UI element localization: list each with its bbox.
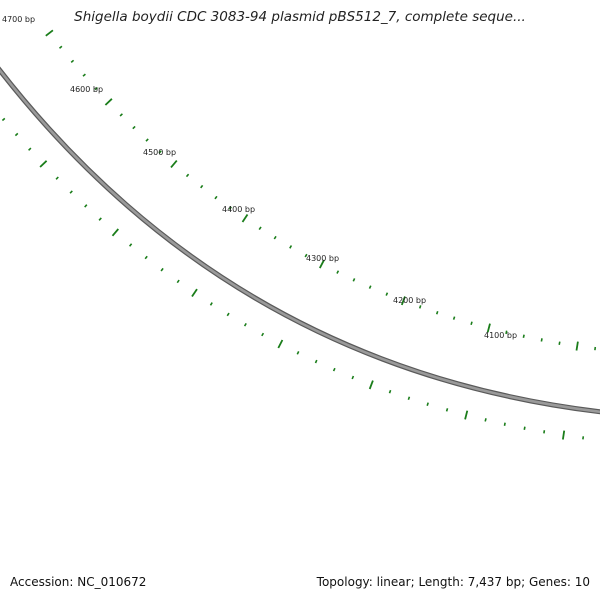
minor-outer-tick bbox=[522, 334, 525, 338]
minor-inner-tick bbox=[314, 359, 318, 364]
minor-inner-tick bbox=[226, 312, 230, 317]
minor-inner-tick bbox=[407, 396, 411, 400]
minor-inner-tick bbox=[144, 255, 148, 260]
major-inner-tick bbox=[368, 380, 374, 390]
minor-inner-tick bbox=[69, 190, 73, 194]
major-outer-tick bbox=[104, 98, 113, 106]
minor-outer-tick bbox=[273, 235, 277, 240]
inner-tick-row bbox=[1, 117, 585, 440]
major-inner-tick bbox=[464, 410, 469, 420]
minor-inner-tick bbox=[503, 422, 506, 426]
minor-outer-tick bbox=[352, 278, 356, 282]
minor-inner-tick bbox=[84, 204, 88, 208]
minor-outer-tick bbox=[132, 125, 136, 130]
minor-inner-tick bbox=[209, 302, 213, 306]
minor-outer-tick bbox=[214, 195, 218, 200]
tick-label-4400: 4400 bp bbox=[222, 205, 255, 214]
minor-inner-tick bbox=[523, 426, 526, 430]
minor-outer-tick bbox=[228, 206, 232, 210]
minor-inner-tick bbox=[332, 367, 336, 372]
major-inner-tick bbox=[277, 339, 284, 349]
minor-inner-tick bbox=[426, 402, 429, 406]
minor-outer-tick bbox=[70, 59, 75, 64]
minor-outer-tick bbox=[82, 73, 86, 77]
minor-inner-tick bbox=[14, 132, 19, 137]
minor-inner-tick bbox=[296, 351, 300, 355]
major-outer-tick bbox=[170, 160, 178, 168]
minor-outer-tick bbox=[258, 226, 262, 231]
minor-outer-tick bbox=[540, 338, 543, 342]
minor-outer-tick bbox=[452, 316, 456, 320]
minor-inner-tick bbox=[1, 117, 6, 122]
minor-outer-tick bbox=[470, 321, 473, 326]
tick-label-4200: 4200 bp bbox=[393, 296, 426, 305]
minor-inner-tick bbox=[445, 408, 449, 412]
minor-outer-tick bbox=[58, 45, 63, 49]
minor-outer-tick bbox=[336, 270, 340, 274]
minor-outer-tick bbox=[368, 285, 372, 289]
major-outer-tick bbox=[575, 341, 579, 351]
tick-label-group: 4700 bp 4600 bp 4500 bp 4400 bp 4300 bp … bbox=[2, 15, 517, 340]
minor-outer-tick bbox=[185, 173, 190, 178]
major-outer-tick bbox=[45, 29, 54, 37]
sequence-backbone bbox=[0, 66, 600, 415]
minor-outer-tick bbox=[385, 292, 389, 296]
minor-inner-tick bbox=[98, 217, 102, 221]
major-outer-tick bbox=[241, 214, 249, 223]
minor-outer-tick bbox=[158, 150, 162, 154]
map-title: Shigella boydii CDC 3083-94 plasmid pBS5… bbox=[74, 9, 526, 25]
minor-inner-tick bbox=[176, 279, 180, 284]
backbone-outline bbox=[0, 66, 600, 415]
tick-label-4600: 4600 bp bbox=[70, 85, 103, 94]
major-inner-tick bbox=[111, 228, 119, 237]
tick-label-4100: 4100 bp bbox=[484, 331, 517, 340]
accession-label: Accession: NC_010672 bbox=[10, 575, 147, 589]
minor-outer-tick bbox=[435, 310, 439, 315]
minor-inner-tick bbox=[128, 243, 133, 247]
outer-tick-row bbox=[45, 29, 597, 351]
minor-inner-tick bbox=[243, 322, 247, 327]
major-outer-tick bbox=[400, 296, 406, 306]
minor-inner-tick bbox=[351, 375, 355, 380]
minor-outer-tick bbox=[505, 330, 508, 335]
minor-inner-tick bbox=[55, 176, 59, 180]
minor-inner-tick bbox=[484, 418, 487, 422]
tick-label-4500: 4500 bp bbox=[143, 148, 176, 157]
tick-label-4700: 4700 bp bbox=[2, 15, 35, 24]
major-outer-tick bbox=[319, 259, 325, 269]
minor-outer-tick bbox=[145, 138, 149, 142]
minor-inner-tick bbox=[261, 332, 265, 337]
minor-inner-tick bbox=[543, 430, 546, 434]
backbone-line bbox=[0, 68, 600, 414]
minor-inner-tick bbox=[160, 267, 164, 272]
minor-outer-tick bbox=[94, 86, 98, 91]
minor-inner-tick bbox=[28, 147, 32, 151]
sequence-info: Topology: linear; Length: 7,437 bp; Gene… bbox=[316, 575, 590, 589]
minor-outer-tick bbox=[200, 184, 204, 189]
minor-outer-tick bbox=[558, 341, 561, 345]
minor-inner-tick bbox=[388, 389, 392, 394]
tick-label-4300: 4300 bp bbox=[306, 254, 339, 263]
minor-outer-tick bbox=[119, 113, 123, 117]
major-inner-tick bbox=[191, 288, 198, 298]
major-outer-tick bbox=[486, 323, 491, 333]
minor-outer-tick bbox=[289, 245, 293, 249]
major-inner-tick bbox=[39, 160, 48, 168]
minor-outer-tick bbox=[418, 305, 422, 309]
minor-outer-tick bbox=[304, 253, 308, 258]
major-inner-tick bbox=[562, 430, 566, 440]
